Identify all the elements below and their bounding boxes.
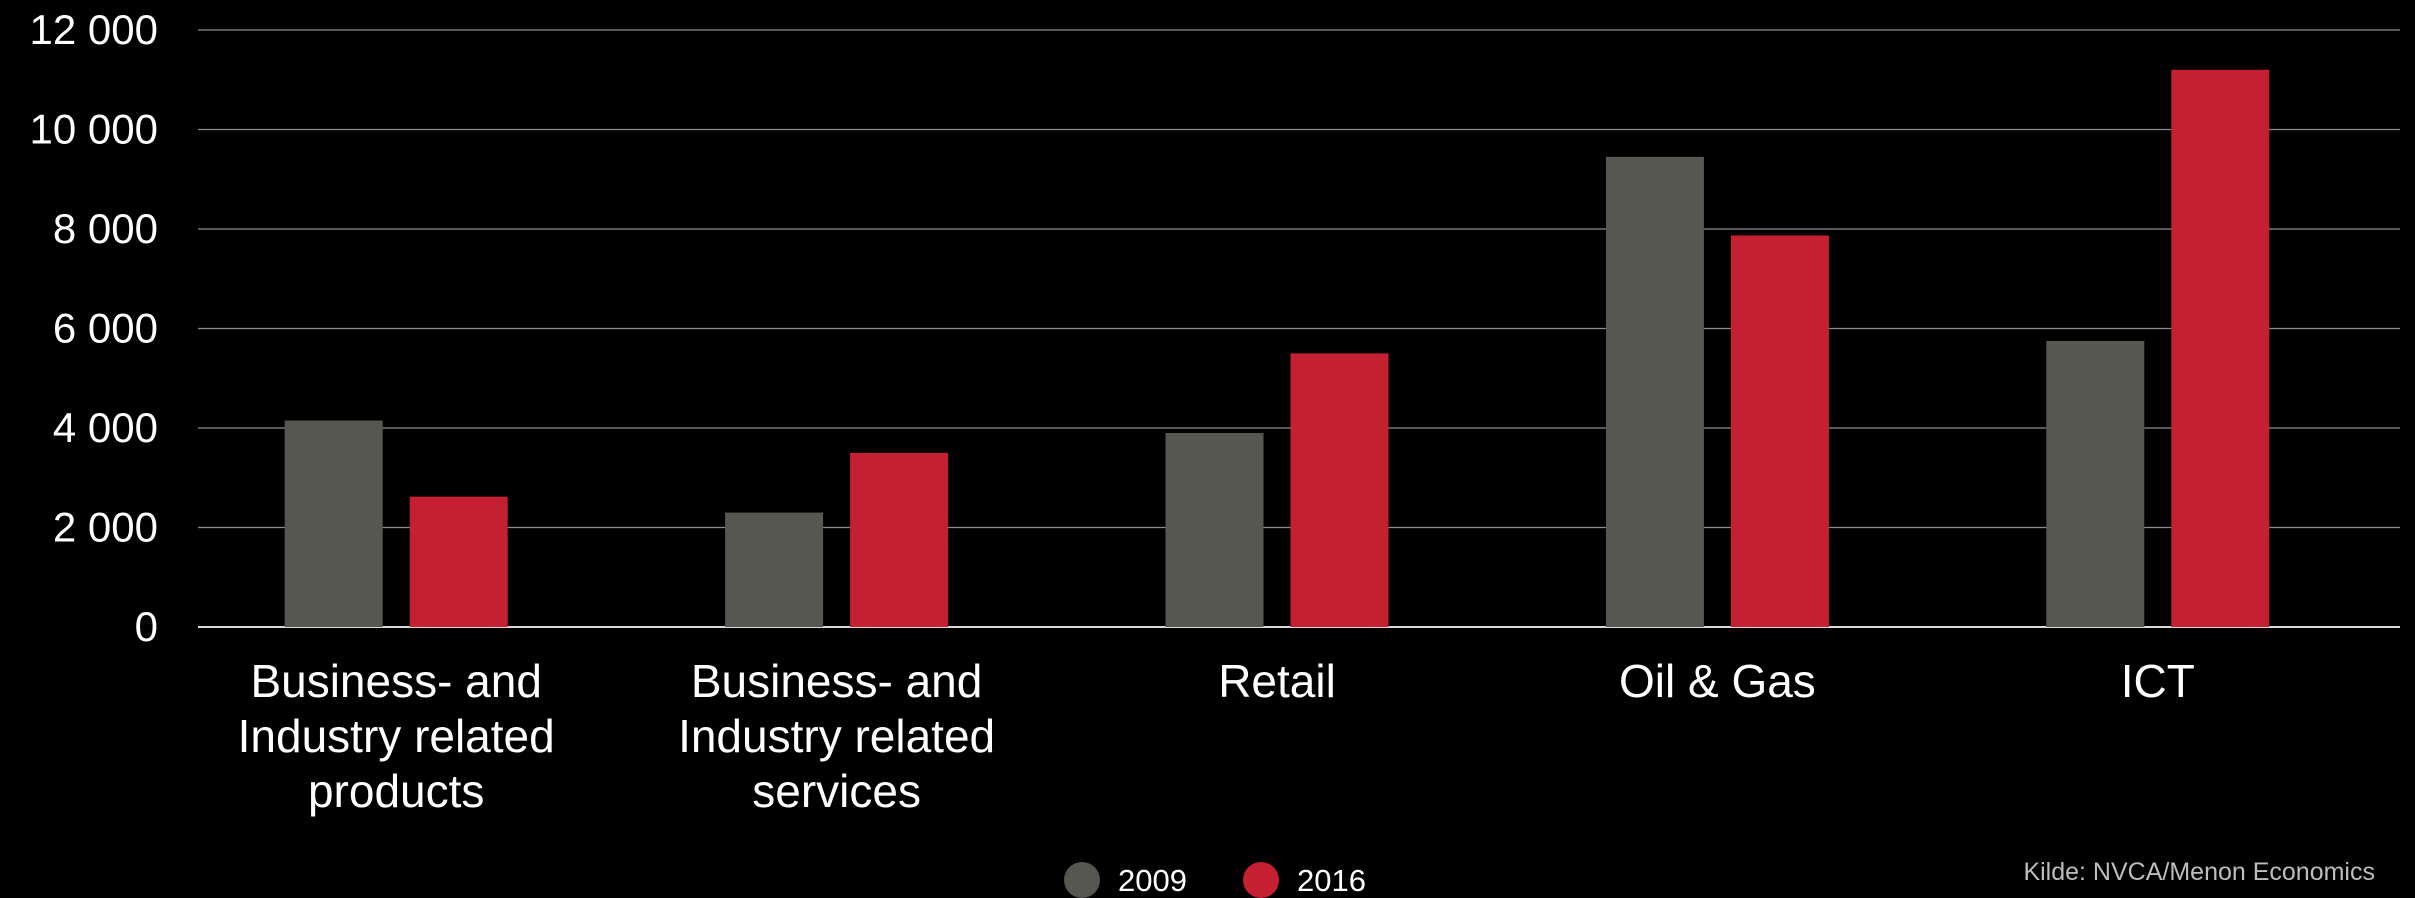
bar-2009-0: [284, 420, 383, 627]
bar-2016-0: [409, 496, 508, 627]
bar-2009-1: [725, 512, 824, 627]
bar-2016-2: [1290, 353, 1389, 627]
bars: [284, 69, 2270, 628]
x-category-label: services: [752, 765, 921, 817]
legend-label-2009: 2009: [1118, 863, 1187, 898]
y-tick-label: 6 000: [53, 305, 158, 352]
y-tick-label: 0: [135, 603, 158, 650]
y-tick-label: 2 000: [53, 504, 158, 551]
bar-2016-3: [1730, 235, 1829, 627]
x-category-label: Business- and: [250, 655, 542, 707]
x-category-label: ICT: [2121, 655, 2195, 707]
source-note: Kilde: NVCA/Menon Economics: [2023, 858, 2375, 886]
bar-2009-4: [2046, 340, 2145, 627]
bar-2016-4: [2171, 69, 2270, 628]
legend-swatch-2016: [1243, 862, 1279, 898]
y-tick-label: 8 000: [53, 205, 158, 252]
legend-swatch-2009: [1064, 862, 1100, 898]
x-category-label: Industry related: [678, 710, 995, 762]
x-category-label: Business- and: [691, 655, 983, 707]
bar-2009-3: [1605, 156, 1704, 628]
x-category-label: Oil & Gas: [1619, 655, 1816, 707]
y-tick-label: 10 000: [30, 106, 158, 153]
bar-2009-2: [1165, 432, 1264, 627]
x-category-label: Industry related: [238, 710, 555, 762]
x-category-label: products: [308, 765, 484, 817]
x-category-label: Retail: [1218, 655, 1336, 707]
y-tick-label: 12 000: [30, 6, 158, 53]
legend: 2009 2016: [1064, 862, 1366, 898]
y-tick-label: 4 000: [53, 404, 158, 451]
gridlines: [198, 29, 2400, 628]
y-axis-tick-labels: 0 2 000 4 000 6 000 8 000 10 000 12 000: [30, 6, 158, 650]
bar-2016-1: [850, 452, 949, 627]
legend-label-2016: 2016: [1297, 863, 1366, 898]
